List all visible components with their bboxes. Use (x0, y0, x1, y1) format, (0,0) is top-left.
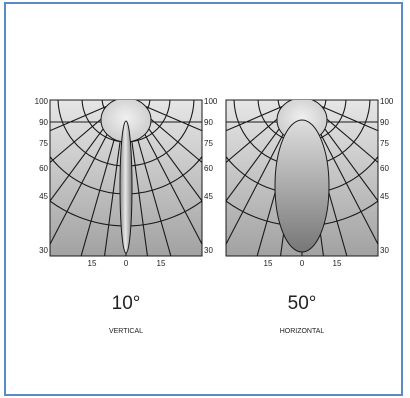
y-tick: 90 (380, 118, 389, 127)
y-tick: 30 (380, 246, 389, 255)
x-tick: 15 (88, 259, 97, 268)
y-tick: 75 (204, 139, 213, 148)
y-tick: 45 (204, 192, 213, 201)
right-y-axis-labels: 100 90 75 60 45 30 (380, 97, 394, 255)
y-tick: 75 (380, 139, 389, 148)
y-tick: 60 (204, 164, 213, 173)
y-tick: 100 (35, 97, 49, 106)
vertical-beam-shape (119, 120, 133, 254)
y-tick: 30 (204, 246, 213, 255)
y-tick: 90 (204, 118, 213, 127)
x-tick: 0 (124, 259, 129, 268)
y-tick: 45 (39, 192, 48, 201)
x-tick: 15 (264, 259, 273, 268)
y-tick: 45 (380, 192, 389, 201)
vertical-angle-value: 10° (112, 293, 141, 314)
x-tick: 15 (333, 259, 342, 268)
left-y-axis-labels: 100 90 75 60 45 30 (35, 97, 49, 255)
x-tick: 0 (300, 259, 305, 268)
vertical-caption: VERTICAL (109, 328, 143, 335)
y-tick: 75 (39, 139, 48, 148)
x-tick: 15 (157, 259, 166, 268)
horizontal-caption: HORIZONTAL (280, 328, 325, 335)
y-tick: 30 (39, 246, 48, 255)
y-tick: 90 (39, 118, 48, 127)
horizontal-beam-shape (274, 119, 330, 253)
y-tick: 60 (39, 164, 48, 173)
y-tick: 100 (204, 97, 218, 106)
left-polar-panel (49, 99, 203, 257)
right-polar-panel (225, 99, 379, 257)
right-y-axis-labels-left: 100 90 75 60 45 30 (204, 97, 218, 255)
right-x-axis-labels: 15 0 15 (264, 259, 342, 268)
horizontal-angle-value: 50° (288, 293, 317, 314)
y-tick: 100 (380, 97, 394, 106)
y-tick: 60 (380, 164, 389, 173)
left-x-axis-labels: 15 0 15 (88, 259, 166, 268)
